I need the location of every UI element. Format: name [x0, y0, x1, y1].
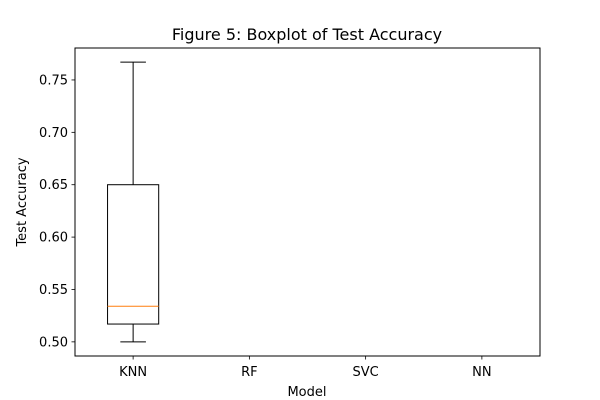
y-axis-label: Test Accuracy	[15, 157, 30, 247]
x-axis: KNN RF SVC NN	[119, 356, 492, 380]
y-tick-label: 0.60	[39, 231, 68, 246]
plot-area	[107, 61, 160, 343]
x-tick-label: KNN	[119, 365, 147, 380]
box-knn	[107, 61, 160, 343]
y-tick-label: 0.70	[39, 126, 68, 141]
x-tick-label: NN	[472, 365, 491, 380]
y-tick-label: 0.55	[39, 283, 68, 298]
x-tick-label: RF	[241, 365, 258, 380]
iqr-box	[107, 184, 160, 325]
y-tick-label: 0.75	[39, 73, 68, 88]
y-axis: 0.50 0.55 0.60 0.65 0.70 0.75	[39, 73, 75, 350]
y-tick-label: 0.50	[39, 335, 68, 350]
x-axis-label: Model	[287, 385, 326, 400]
y-tick-label: 0.65	[39, 178, 68, 193]
chart-title: Figure 5: Boxplot of Test Accuracy	[172, 25, 442, 44]
x-tick-label: SVC	[353, 365, 379, 380]
axes-frame	[74, 47, 541, 357]
